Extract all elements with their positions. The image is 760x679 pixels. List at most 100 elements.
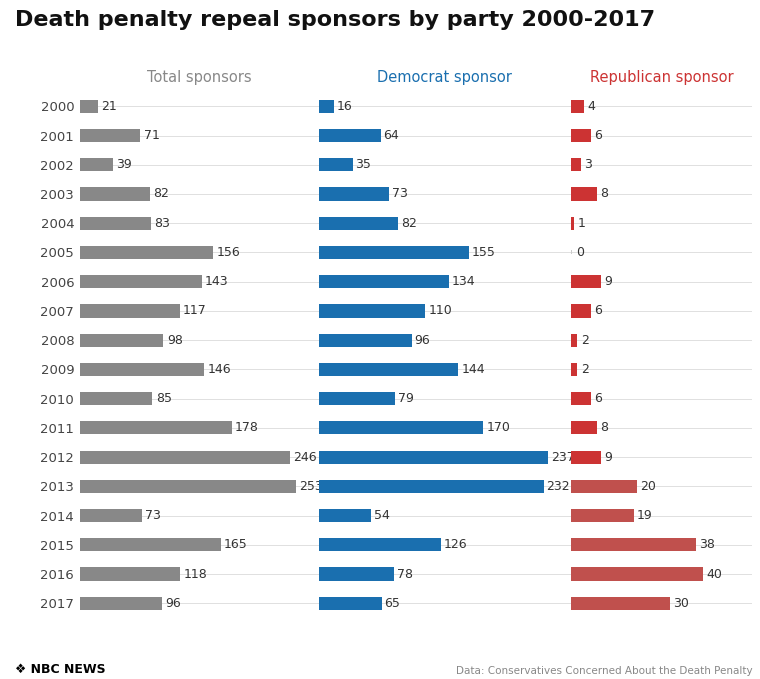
Bar xyxy=(318,538,441,551)
Bar xyxy=(318,597,382,610)
Text: 156: 156 xyxy=(217,246,240,259)
Text: Death penalty repeal sponsors by party 2000-2017: Death penalty repeal sponsors by party 2… xyxy=(15,10,655,30)
Text: 20: 20 xyxy=(640,480,656,493)
Bar xyxy=(571,480,637,493)
Text: Republican sponsor: Republican sponsor xyxy=(590,70,733,85)
Text: 82: 82 xyxy=(153,187,169,200)
Text: 9: 9 xyxy=(603,451,612,464)
Text: 253: 253 xyxy=(299,480,323,493)
Bar xyxy=(318,333,412,347)
Text: ❖ NBC NEWS: ❖ NBC NEWS xyxy=(15,663,106,676)
Text: Total sponsors: Total sponsors xyxy=(147,70,252,85)
Bar xyxy=(318,100,334,113)
Text: 126: 126 xyxy=(444,538,467,551)
Bar xyxy=(571,129,591,142)
Text: 134: 134 xyxy=(451,275,475,288)
Text: 117: 117 xyxy=(183,304,207,317)
Bar xyxy=(571,304,591,318)
Text: 73: 73 xyxy=(392,187,408,200)
Text: 146: 146 xyxy=(207,363,231,376)
Text: 54: 54 xyxy=(374,509,390,522)
Bar xyxy=(80,129,141,142)
Text: 232: 232 xyxy=(546,480,570,493)
Bar xyxy=(80,421,232,435)
Bar xyxy=(571,217,574,230)
Bar xyxy=(318,363,458,376)
Text: 178: 178 xyxy=(235,422,259,435)
Bar xyxy=(571,597,670,610)
Bar xyxy=(571,538,696,551)
Text: 96: 96 xyxy=(415,333,430,347)
Text: 3: 3 xyxy=(584,158,592,171)
Bar xyxy=(318,451,549,464)
Text: 73: 73 xyxy=(145,509,161,522)
Bar xyxy=(80,158,113,171)
Text: 35: 35 xyxy=(356,158,372,171)
Bar xyxy=(80,333,163,347)
Text: 0: 0 xyxy=(576,246,584,259)
Bar xyxy=(571,251,572,255)
Bar xyxy=(571,187,597,200)
Bar xyxy=(571,451,600,464)
Text: Democrat sponsor: Democrat sponsor xyxy=(377,70,512,85)
Text: 19: 19 xyxy=(637,509,653,522)
Bar xyxy=(80,304,179,318)
Text: 110: 110 xyxy=(428,304,452,317)
Text: 2: 2 xyxy=(581,333,588,347)
Bar xyxy=(318,480,543,493)
Bar xyxy=(318,246,469,259)
Bar xyxy=(571,509,634,522)
Bar xyxy=(80,100,98,113)
Bar xyxy=(80,246,213,259)
Text: 8: 8 xyxy=(600,422,609,435)
Text: 85: 85 xyxy=(156,392,172,405)
Text: 71: 71 xyxy=(144,129,160,142)
Bar xyxy=(318,187,389,200)
Bar xyxy=(80,538,220,551)
Text: 6: 6 xyxy=(594,129,602,142)
Bar xyxy=(80,509,142,522)
Text: 64: 64 xyxy=(384,129,399,142)
Bar xyxy=(80,480,296,493)
Bar xyxy=(318,509,371,522)
Bar xyxy=(318,421,483,435)
Bar xyxy=(80,217,150,230)
Bar xyxy=(571,421,597,435)
Text: 155: 155 xyxy=(472,246,496,259)
Text: 6: 6 xyxy=(594,392,602,405)
Text: 65: 65 xyxy=(385,597,401,610)
Bar xyxy=(571,568,703,581)
Text: 21: 21 xyxy=(101,100,117,113)
Bar xyxy=(318,158,353,171)
Bar xyxy=(318,392,395,405)
Bar xyxy=(571,275,600,289)
Bar xyxy=(571,392,591,405)
Text: 143: 143 xyxy=(205,275,229,288)
Text: 170: 170 xyxy=(486,422,510,435)
Text: 6: 6 xyxy=(594,304,602,317)
Text: 39: 39 xyxy=(116,158,132,171)
Text: 8: 8 xyxy=(600,187,609,200)
Bar xyxy=(318,304,426,318)
Bar xyxy=(80,597,162,610)
Text: 144: 144 xyxy=(461,363,485,376)
Text: 16: 16 xyxy=(337,100,353,113)
Bar xyxy=(318,129,381,142)
Bar xyxy=(318,275,448,289)
Bar xyxy=(318,217,398,230)
Text: Data: Conservatives Concerned About the Death Penalty: Data: Conservatives Concerned About the … xyxy=(456,665,752,676)
Text: 38: 38 xyxy=(699,538,715,551)
Bar xyxy=(571,100,584,113)
Text: 237: 237 xyxy=(552,451,575,464)
Text: 2: 2 xyxy=(581,363,588,376)
Text: 79: 79 xyxy=(398,392,414,405)
Bar xyxy=(80,568,180,581)
Text: 82: 82 xyxy=(401,217,417,230)
Text: 165: 165 xyxy=(224,538,248,551)
Text: 78: 78 xyxy=(397,568,413,581)
Text: 98: 98 xyxy=(166,333,182,347)
Text: 246: 246 xyxy=(293,451,317,464)
Text: 96: 96 xyxy=(165,597,181,610)
Text: 83: 83 xyxy=(154,217,170,230)
Text: 30: 30 xyxy=(673,597,689,610)
